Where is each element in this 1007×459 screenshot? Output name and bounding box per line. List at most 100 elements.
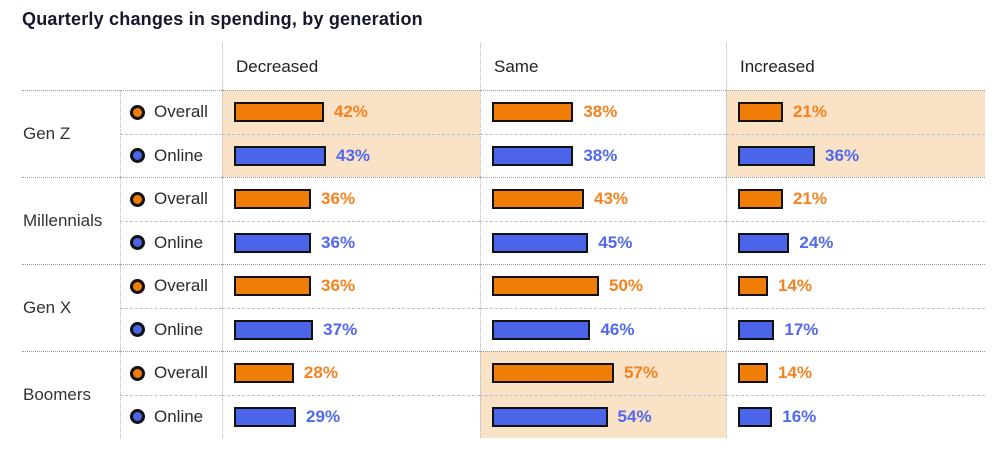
bar-value: 42% <box>333 102 368 122</box>
legend-item-overall: Overall <box>120 177 222 221</box>
bar-value: 14% <box>777 363 812 383</box>
legend-label-overall: Overall <box>154 189 208 209</box>
legend-label-overall: Overall <box>154 276 208 296</box>
generation-label: Boomers <box>22 351 120 438</box>
bar-value: 14% <box>777 276 812 296</box>
overall-bar <box>738 276 768 297</box>
online-bar <box>738 232 790 253</box>
online-bar <box>492 406 608 427</box>
overall-bar <box>492 102 574 123</box>
overall-bar <box>234 189 312 210</box>
bar-value: 37% <box>323 319 358 339</box>
bar-value: 38% <box>583 145 618 165</box>
overall-dot-icon <box>130 191 145 207</box>
bar-cell: 24% <box>726 220 985 264</box>
bar-value: 21% <box>792 189 827 209</box>
legend-label-online: Online <box>154 406 204 426</box>
generation-label: Gen Z <box>22 90 120 177</box>
online-bar <box>234 232 312 253</box>
bar-cell: 50% <box>480 264 726 308</box>
bar-cell: 16% <box>726 394 985 438</box>
overall-bar <box>234 276 312 297</box>
bar-value: 50% <box>609 276 644 296</box>
bar-value: 57% <box>623 363 658 383</box>
online-bar <box>738 406 773 427</box>
bar-cell: 36% <box>222 220 480 264</box>
overall-dot-icon <box>130 365 145 381</box>
legend-label-online: Online <box>154 232 204 252</box>
bar-cell: 14% <box>726 264 985 308</box>
column-header-decreased: Decreased <box>222 43 480 90</box>
bar-value: 45% <box>598 232 633 252</box>
bar-cell: 36% <box>222 177 480 221</box>
online-bar <box>234 406 297 427</box>
legend-label-online: Online <box>154 319 204 339</box>
generation-label: Gen X <box>22 264 120 351</box>
online-dot-icon <box>130 148 145 164</box>
bar-cell: 43% <box>480 177 726 221</box>
online-dot-icon <box>130 322 145 338</box>
bar-cell: 28% <box>222 351 480 395</box>
column-header-same: Same <box>480 43 726 90</box>
legend-item-online: Online <box>120 220 222 264</box>
overall-bar <box>738 189 783 210</box>
overall-bar <box>234 363 294 384</box>
online-dot-icon <box>130 409 145 425</box>
bar-cell: 29% <box>222 394 480 438</box>
bar-value: 36% <box>825 145 860 165</box>
bar-value: 16% <box>782 406 817 426</box>
bar-cell: 36% <box>726 133 985 177</box>
chart-grid: Decreased Same Increased Gen Z Overall 42%… <box>22 43 985 438</box>
bar-value: 21% <box>792 102 827 122</box>
bar-cell: 57% <box>480 351 726 395</box>
bar-cell: 46% <box>480 307 726 351</box>
chart-title: Quarterly changes in spending, by genera… <box>22 9 423 29</box>
legend-label-overall: Overall <box>154 363 208 383</box>
online-bar <box>738 319 775 340</box>
overall-dot-icon <box>130 104 145 120</box>
legend-item-online: Online <box>120 394 222 438</box>
legend-label-overall: Overall <box>154 102 208 122</box>
generation-label: Millennials <box>22 177 120 264</box>
bar-cell: 36% <box>222 264 480 308</box>
column-header-increased: Increased <box>726 43 985 90</box>
bar-cell: 17% <box>726 307 985 351</box>
bar-value: 54% <box>617 406 652 426</box>
legend-item-online: Online <box>120 307 222 351</box>
overall-bar <box>492 276 599 297</box>
legend-label-online: Online <box>154 145 204 165</box>
bar-cell: 21% <box>726 90 985 134</box>
bar-cell: 42% <box>222 90 480 134</box>
bar-value: 29% <box>306 406 341 426</box>
legend-item-overall: Overall <box>120 90 222 134</box>
bar-value: 36% <box>321 189 356 209</box>
overall-bar <box>738 102 783 123</box>
bar-value: 24% <box>799 232 834 252</box>
bar-cell: 43% <box>222 133 480 177</box>
legend-item-overall: Overall <box>120 351 222 395</box>
bar-value: 46% <box>600 319 635 339</box>
bar-cell: 21% <box>726 177 985 221</box>
online-bar <box>492 145 574 166</box>
bar-cell: 45% <box>480 220 726 264</box>
bar-cell: 14% <box>726 351 985 395</box>
legend-item-overall: Overall <box>120 264 222 308</box>
online-bar <box>234 319 314 340</box>
bar-value: 43% <box>594 189 629 209</box>
overall-bar <box>234 102 324 123</box>
bar-cell: 37% <box>222 307 480 351</box>
bar-value: 36% <box>321 276 356 296</box>
online-bar <box>234 145 327 166</box>
bar-value: 38% <box>583 102 618 122</box>
header-spacer-generation <box>22 43 120 90</box>
legend-item-online: Online <box>120 133 222 177</box>
online-bar <box>738 145 816 166</box>
bar-value: 28% <box>303 363 338 383</box>
bar-cell: 38% <box>480 133 726 177</box>
bar-value: 43% <box>336 145 371 165</box>
overall-bar <box>492 363 614 384</box>
bar-cell: 38% <box>480 90 726 134</box>
header-spacer-legend <box>120 43 222 90</box>
online-dot-icon <box>130 235 145 251</box>
bar-cell: 54% <box>480 394 726 438</box>
